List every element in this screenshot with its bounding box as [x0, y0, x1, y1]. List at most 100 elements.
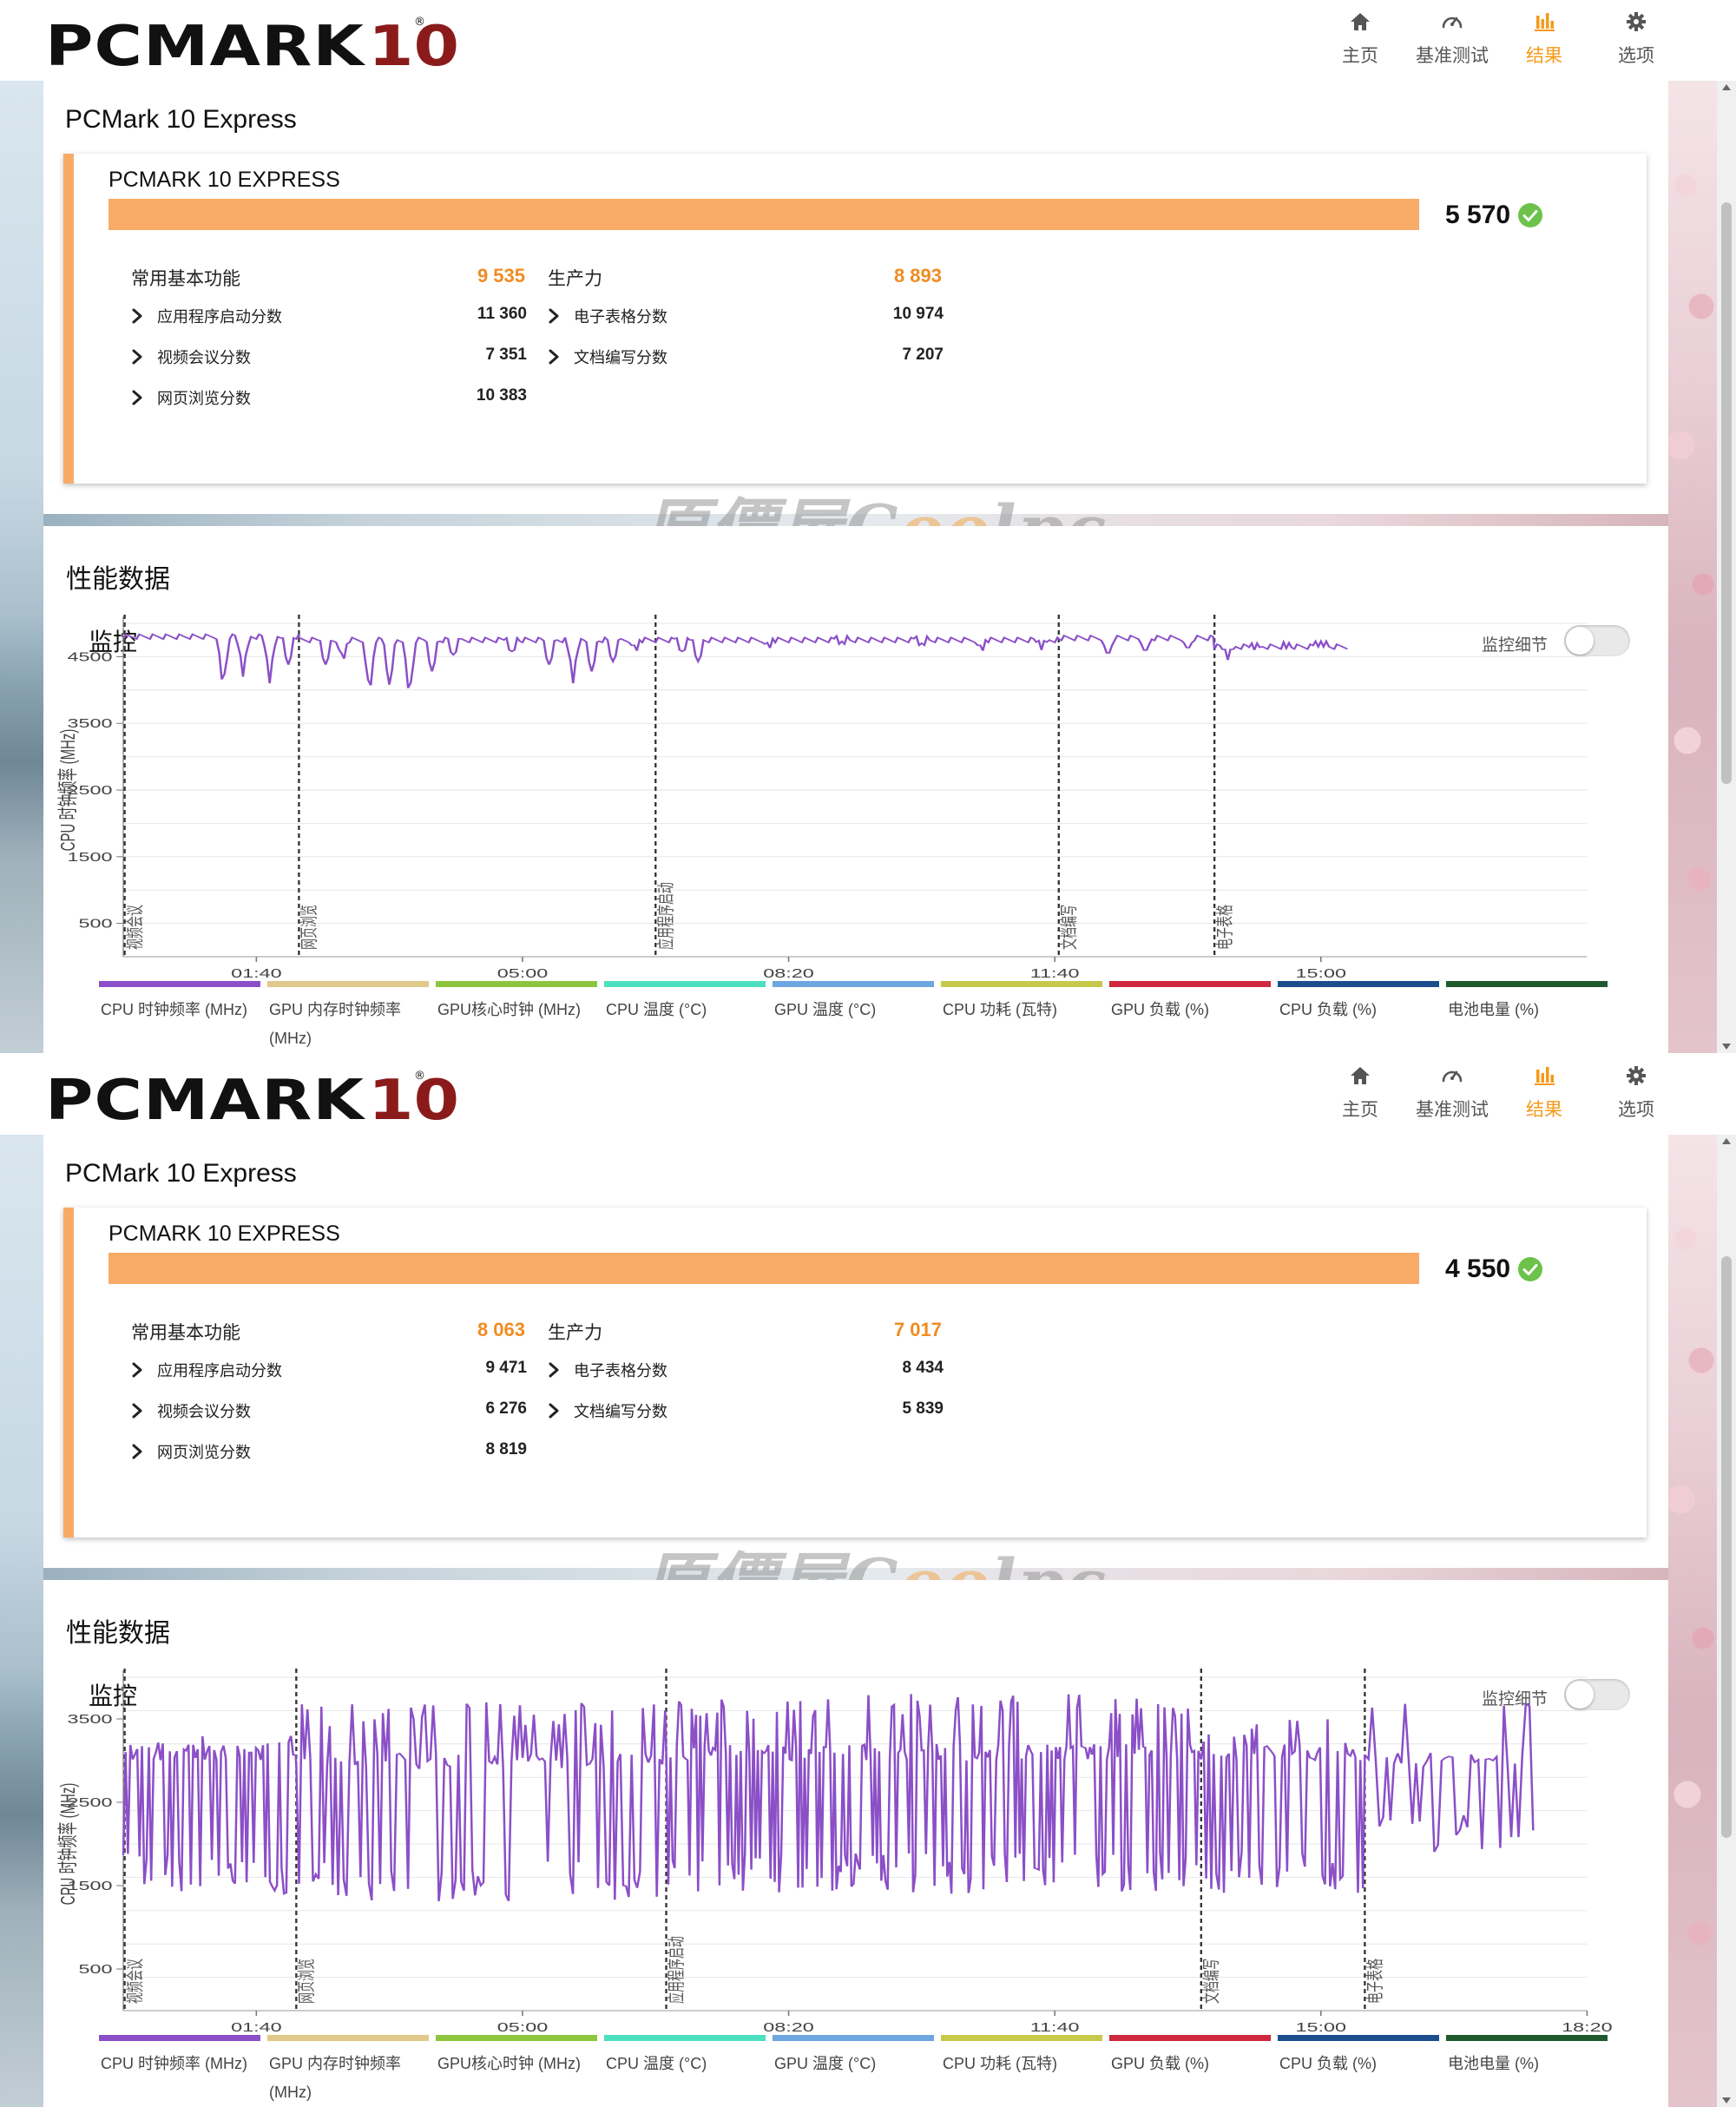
chevron-right-icon	[132, 308, 142, 324]
sub-score-row[interactable]: 应用程序启动分数	[131, 1359, 282, 1381]
chevron-right-icon	[132, 390, 142, 405]
legend-item[interactable]: CPU 功耗 (瓦特)	[941, 2035, 1109, 2107]
scroll-up-arrow[interactable]	[1722, 1138, 1731, 1144]
scroll-thumb[interactable]	[1721, 1256, 1732, 1838]
legend-swatch	[604, 2035, 766, 2041]
chevron-right-icon	[132, 1444, 142, 1459]
sub-score-row[interactable]: 文档编写分数	[548, 1399, 667, 1422]
group-title: 生产力	[548, 1322, 602, 1343]
sub-score-row[interactable]: 电子表格分数	[548, 1359, 667, 1381]
monitor-detail-toggle[interactable]	[1564, 1679, 1630, 1710]
legend-item[interactable]: 电池电量 (%)	[1446, 981, 1614, 1053]
chevron-right-icon	[549, 308, 559, 324]
y-tick-label: 2500	[68, 783, 113, 798]
nav-label: 主页	[1342, 1099, 1378, 1120]
sub-score-row[interactable]: 应用程序启动分数	[131, 305, 282, 327]
sub-score-label: 文档编写分数	[574, 349, 667, 367]
x-tick-label: 11:40	[1030, 966, 1080, 978]
nav-item-home[interactable]: 主页	[1314, 1063, 1406, 1122]
legend-item[interactable]: GPU 负载 (%)	[1109, 2035, 1278, 2107]
scroll-up-arrow[interactable]	[1722, 84, 1731, 90]
scroll-down-arrow[interactable]	[1722, 2097, 1731, 2104]
x-tick-label: 18:20	[1562, 2020, 1613, 2031]
sub-score-row[interactable]: 文档编写分数	[548, 346, 667, 368]
legend-item[interactable]: GPU核心时钟 (MHz)	[436, 981, 604, 1053]
legend-item[interactable]: GPU 内存时钟频率 (MHz)	[267, 981, 436, 1053]
legend-item[interactable]: GPU 内存时钟频率 (MHz)	[267, 2035, 436, 2107]
performance-title: 性能数据	[66, 1618, 170, 1649]
sub-score-row[interactable]: 电子表格分数	[548, 305, 667, 327]
toggle-knob[interactable]	[1566, 1681, 1594, 1709]
vertical-scrollbar[interactable]	[1717, 81, 1736, 1053]
legend-item[interactable]: 电池电量 (%)	[1446, 2035, 1614, 2107]
legend-item[interactable]: GPU 温度 (°C)	[773, 2035, 941, 2107]
vertical-scrollbar[interactable]	[1717, 1135, 1736, 2107]
card-title: PCMARK 10 EXPRESS	[108, 1221, 340, 1246]
legend-label: GPU 内存时钟频率 (MHz)	[269, 2055, 402, 2101]
sub-score-row[interactable]: 网页浏览分数	[131, 386, 251, 409]
group-title: 常用基本功能	[131, 268, 240, 289]
y-tick-label: 3500	[68, 1712, 113, 1727]
legend-item[interactable]: GPU核心时钟 (MHz)	[436, 2035, 604, 2107]
legend-swatch	[941, 981, 1102, 987]
nav-item-gauge[interactable]: 基准测试	[1406, 1063, 1498, 1122]
toggle-knob[interactable]	[1566, 627, 1594, 655]
legend-item[interactable]: CPU 温度 (°C)	[604, 981, 773, 1053]
nav-item-home[interactable]: 主页	[1314, 9, 1406, 68]
legend-label: CPU 功耗 (瓦特)	[943, 2055, 1057, 2072]
nav-item-gear[interactable]: 选项	[1590, 9, 1682, 68]
sub-score-label: 网页浏览分数	[157, 390, 251, 408]
legend-swatch	[1446, 981, 1608, 987]
express-title: PCMark 10 Express	[65, 1159, 297, 1188]
score-card: PCMARK 10 EXPRESS 5 570 常用基本功能 9 535 应用程序启…	[63, 154, 1647, 484]
legend-item[interactable]: GPU 温度 (°C)	[773, 981, 941, 1053]
monitor-detail-toggle[interactable]	[1564, 625, 1630, 656]
home-icon	[1351, 13, 1370, 30]
sub-score-row[interactable]: 网页浏览分数	[131, 1440, 251, 1463]
nav-item-bar-chart[interactable]: 结果	[1498, 9, 1590, 68]
total-score-value: 5 570	[1445, 201, 1511, 229]
phase-marker-label: 应用程序启动	[667, 1936, 687, 2004]
legend-item[interactable]: CPU 温度 (°C)	[604, 2035, 773, 2107]
nav-item-gear[interactable]: 选项	[1590, 1063, 1682, 1122]
performance-title: 性能数据	[66, 564, 170, 595]
y-tick-label: 1500	[68, 1879, 113, 1893]
phase-marker-label: 网页浏览	[299, 905, 320, 950]
logo-text: PCMARK	[45, 1069, 365, 1133]
bar-chart-icon	[1535, 1067, 1555, 1085]
logo-registered-mark: ®	[414, 16, 425, 29]
sub-score-value: 10 974	[892, 305, 944, 323]
legend-item[interactable]: CPU 时钟频率 (MHz)	[99, 981, 267, 1053]
nav-item-bar-chart[interactable]: 结果	[1498, 1063, 1590, 1122]
app-header: PCMARK 10 ® 主页 基准测试 结果 选项	[0, 0, 1736, 81]
gauge-icon	[1442, 16, 1463, 29]
x-tick-label: 05:00	[497, 2020, 549, 2031]
pcmark-window: PCMARK 10 ® 主页 基准测试 结果 选项 PCMark 10 Express…	[0, 1054, 1736, 2107]
legend-swatch	[1278, 981, 1439, 987]
chevron-right-icon	[132, 349, 142, 365]
monitor-title: 监控	[89, 628, 138, 656]
background-right	[1668, 81, 1717, 1053]
sub-score-label: 视频会议分数	[157, 349, 251, 367]
nav-item-gauge[interactable]: 基准测试	[1406, 9, 1498, 68]
scroll-down-arrow[interactable]	[1722, 1044, 1731, 1050]
background-left	[0, 81, 43, 1053]
chart-legend: CPU 时钟频率 (MHz) GPU 内存时钟频率 (MHz) GPU核心时钟 (M…	[99, 2035, 1627, 2107]
sub-score-row[interactable]: 视频会议分数	[131, 1399, 251, 1422]
legend-item[interactable]: CPU 功耗 (瓦特)	[941, 981, 1109, 1053]
legend-item[interactable]: CPU 负载 (%)	[1278, 981, 1446, 1053]
express-panel: PCMark 10 Express PCMARK 10 EXPRESS 4 55…	[43, 1135, 1668, 1568]
legend-label: GPU核心时钟 (MHz)	[437, 1001, 581, 1018]
chevron-right-icon	[549, 1403, 559, 1419]
legend-item[interactable]: GPU 负载 (%)	[1109, 981, 1278, 1053]
scroll-thumb[interactable]	[1721, 202, 1732, 784]
legend-item[interactable]: CPU 负载 (%)	[1278, 2035, 1446, 2107]
app-header: PCMARK 10 ® 主页 基准测试 结果 选项	[0, 1054, 1736, 1135]
legend-swatch	[604, 981, 766, 987]
legend-item[interactable]: CPU 时钟频率 (MHz)	[99, 2035, 267, 2107]
sub-score-row[interactable]: 视频会议分数	[131, 346, 251, 368]
x-tick-label: 15:00	[1296, 966, 1347, 978]
legend-label: GPU 负载 (%)	[1111, 2055, 1210, 2072]
legend-swatch	[99, 981, 260, 987]
phase-marker-label: 视频会议	[125, 1959, 146, 2004]
